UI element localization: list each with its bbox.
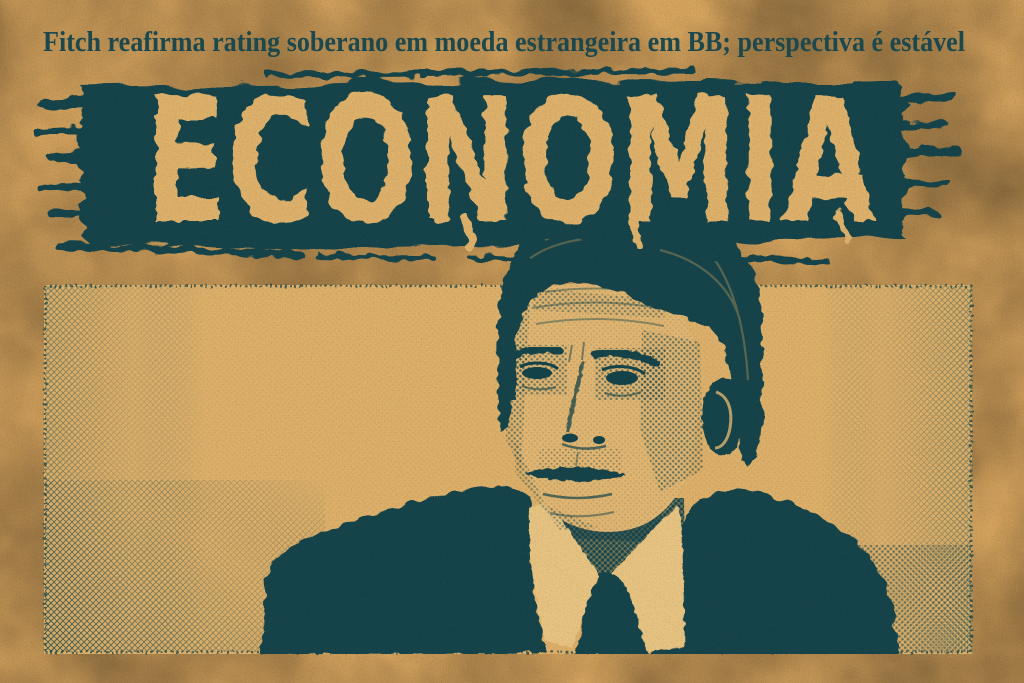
news-poster: Fitch reafirma rating soberano em moeda … bbox=[0, 0, 1024, 683]
poster-scene: Fitch reafirma rating soberano em moeda … bbox=[0, 0, 1024, 683]
paper-grain bbox=[0, 0, 1024, 683]
